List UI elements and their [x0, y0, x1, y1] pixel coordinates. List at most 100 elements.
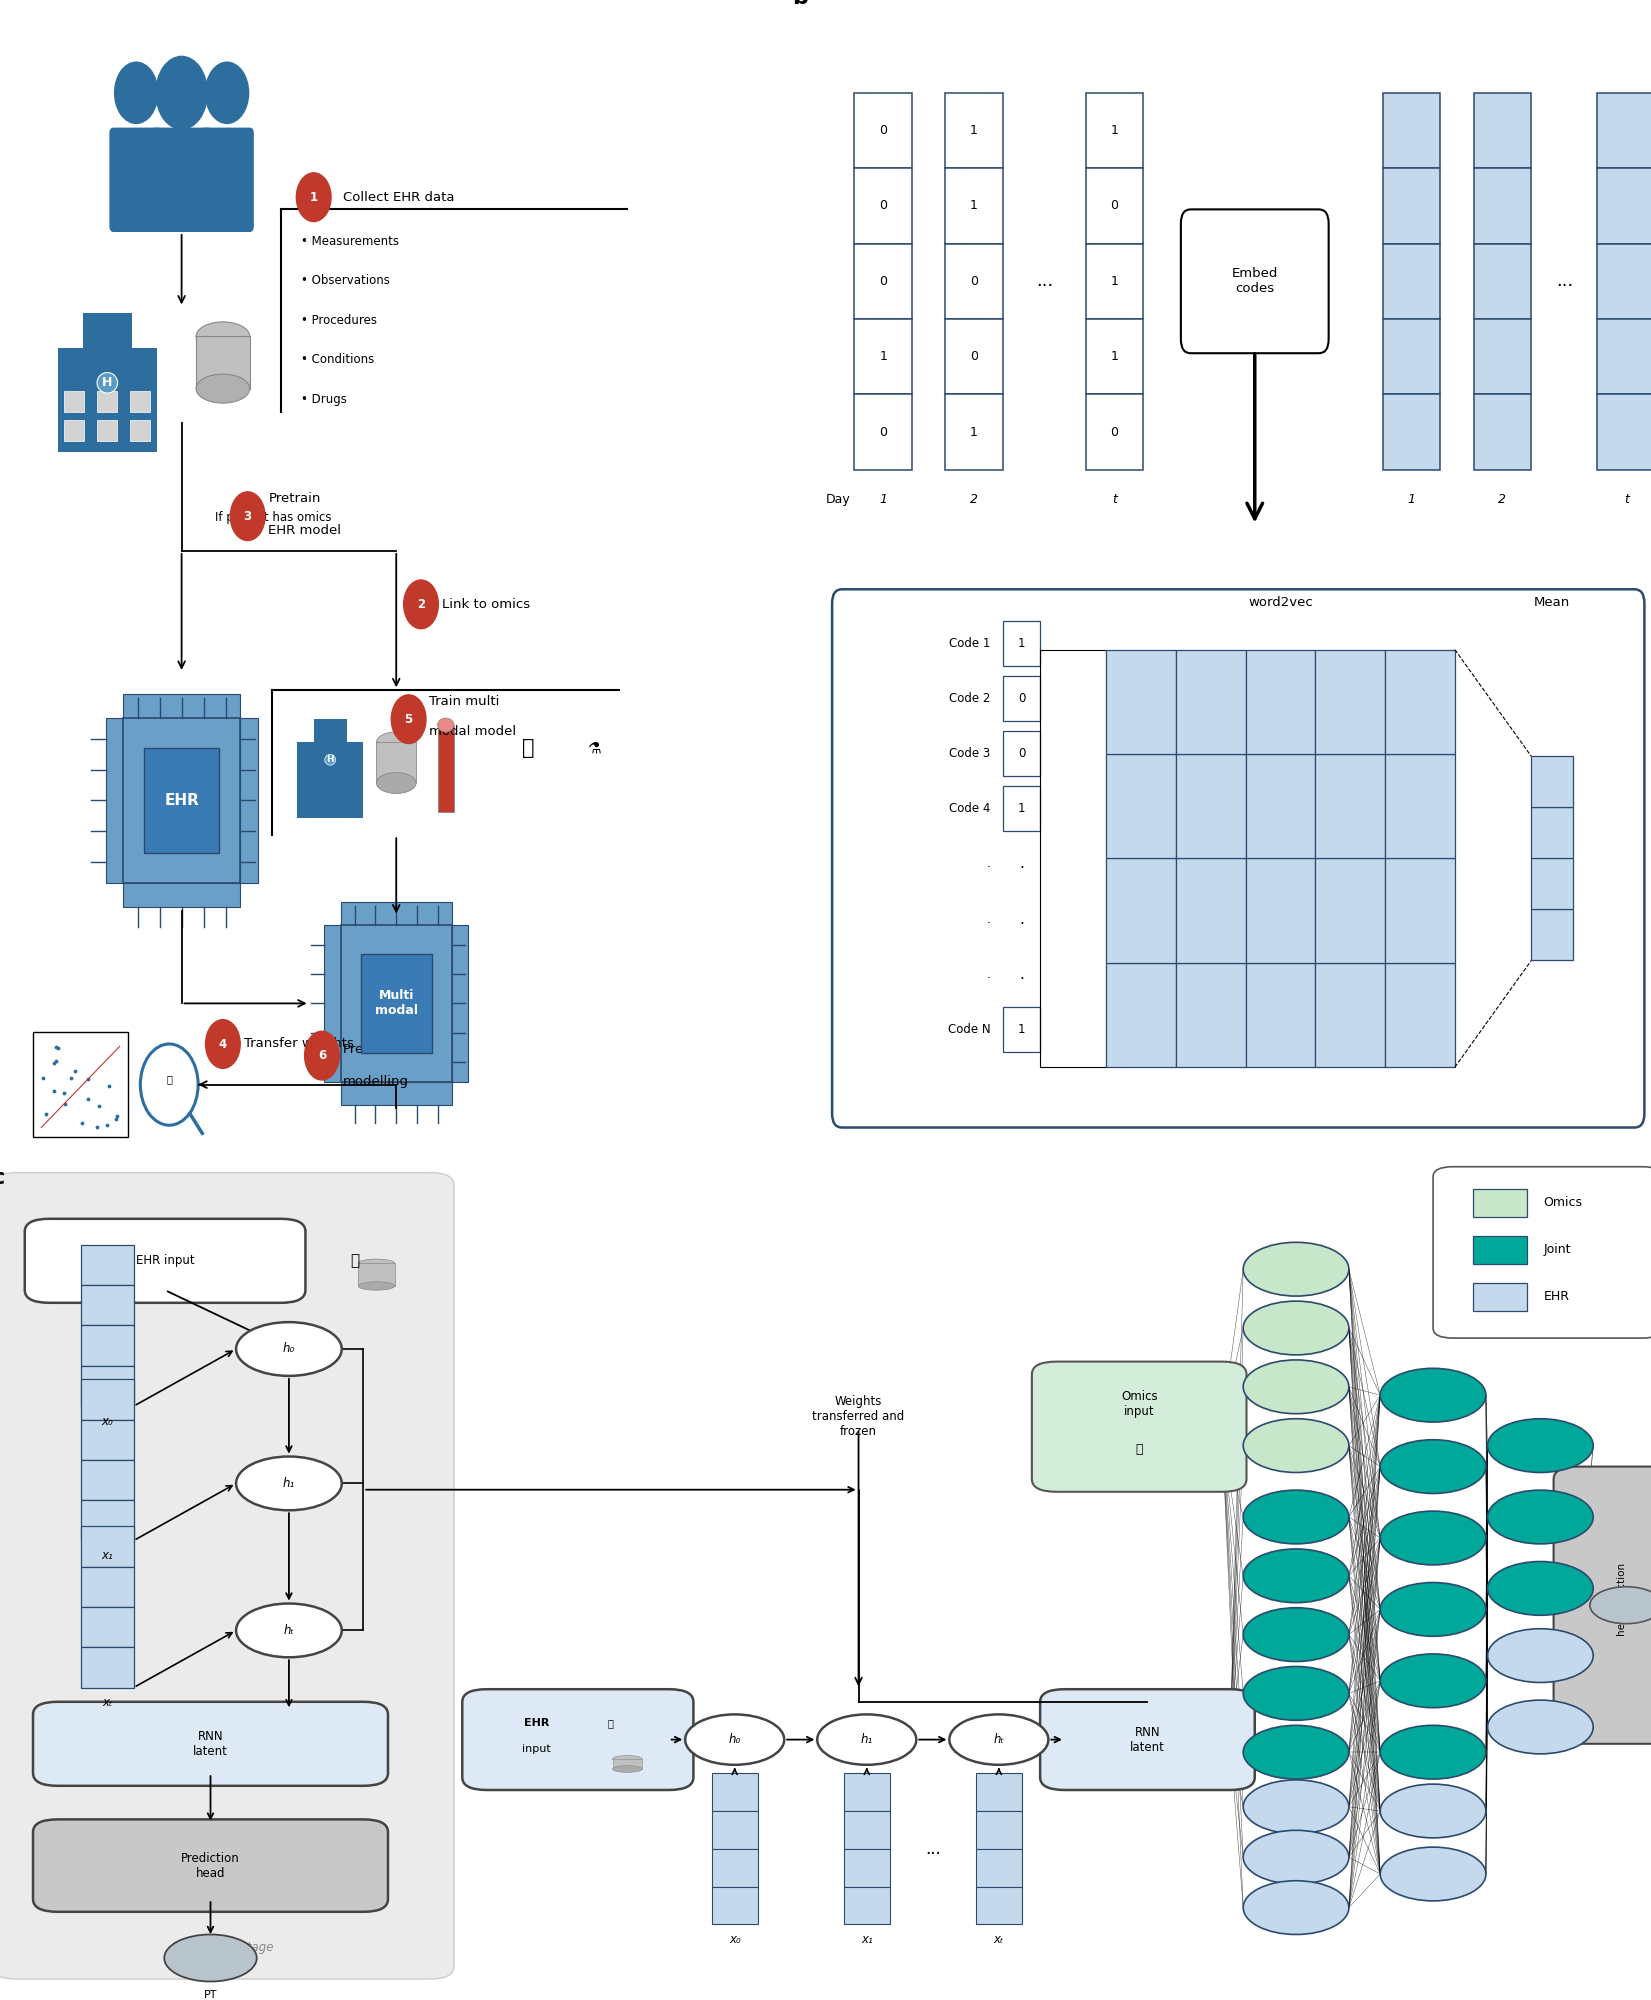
Text: 5: 5	[404, 712, 413, 726]
FancyBboxPatch shape	[1180, 210, 1329, 354]
Point	[63, 1056, 89, 1088]
Circle shape	[1380, 1512, 1486, 1564]
Text: 1: 1	[880, 350, 887, 364]
Bar	[1473, 244, 1532, 318]
Bar	[976, 1774, 1022, 1812]
Text: 1: 1	[310, 190, 317, 204]
Bar	[976, 1886, 1022, 1924]
Ellipse shape	[358, 1282, 395, 1290]
Bar	[1176, 858, 1245, 962]
Bar	[1245, 858, 1316, 962]
Bar	[1597, 92, 1651, 168]
Text: .: .	[1019, 856, 1024, 872]
Bar	[81, 1606, 134, 1648]
Text: hₜ: hₜ	[994, 1734, 1004, 1746]
Text: ...: ...	[1555, 272, 1573, 290]
Circle shape	[155, 56, 208, 130]
Text: Train multi: Train multi	[429, 694, 500, 708]
Bar	[1473, 92, 1532, 168]
Bar	[1002, 786, 1040, 832]
Bar	[196, 336, 249, 388]
Ellipse shape	[376, 732, 416, 752]
Point	[43, 1044, 69, 1076]
Text: Mean: Mean	[1534, 596, 1570, 608]
Circle shape	[1488, 1700, 1593, 1754]
Text: • Drugs: • Drugs	[300, 392, 347, 406]
Bar	[1085, 244, 1142, 318]
Bar	[1085, 168, 1142, 244]
Bar	[1245, 650, 1316, 754]
Bar	[1473, 1236, 1527, 1264]
Bar	[1597, 318, 1651, 394]
Bar	[1532, 808, 1572, 858]
Bar	[452, 926, 469, 1082]
Point	[96, 1070, 122, 1102]
Text: t: t	[1625, 492, 1628, 506]
Circle shape	[297, 172, 330, 222]
Bar	[1316, 650, 1385, 754]
Text: 4: 4	[220, 1038, 226, 1050]
Text: RNN
latent: RNN latent	[1129, 1726, 1166, 1754]
Bar	[438, 724, 454, 812]
Bar	[81, 1420, 134, 1460]
Circle shape	[1590, 1586, 1651, 1624]
Point	[69, 1106, 96, 1138]
Text: 1: 1	[971, 124, 977, 136]
Bar	[1085, 92, 1142, 168]
Point	[33, 1098, 59, 1130]
Text: Code 3: Code 3	[949, 748, 991, 760]
Bar	[1085, 318, 1142, 394]
Bar	[712, 1886, 758, 1924]
Text: head: head	[1616, 1608, 1626, 1636]
Text: 3: 3	[244, 510, 251, 522]
Bar	[1385, 754, 1455, 858]
Text: x₁: x₁	[860, 1932, 873, 1946]
Bar	[1002, 620, 1040, 666]
Point	[74, 1084, 101, 1116]
Text: input: input	[522, 1744, 551, 1754]
Bar	[944, 318, 1002, 394]
Point	[51, 1076, 78, 1108]
Circle shape	[1243, 1490, 1349, 1544]
Bar	[855, 244, 911, 318]
Point	[102, 1102, 129, 1134]
Text: 1: 1	[971, 200, 977, 212]
Bar	[81, 1366, 134, 1406]
Text: .: .	[1019, 966, 1024, 982]
FancyBboxPatch shape	[1554, 1466, 1651, 1744]
Circle shape	[1380, 1582, 1486, 1636]
FancyBboxPatch shape	[33, 1702, 388, 1786]
Bar	[122, 884, 241, 908]
FancyBboxPatch shape	[0, 1172, 454, 1980]
Circle shape	[1488, 1490, 1593, 1544]
Text: 0: 0	[971, 274, 977, 288]
Text: 1: 1	[1017, 638, 1025, 650]
Bar	[855, 318, 911, 394]
Text: EHR: EHR	[1544, 1290, 1570, 1304]
Bar	[122, 694, 241, 718]
Ellipse shape	[613, 1756, 642, 1762]
Ellipse shape	[196, 374, 249, 404]
Circle shape	[1243, 1780, 1349, 1834]
Text: Omics
input: Omics input	[1121, 1390, 1157, 1418]
Bar	[340, 902, 452, 926]
Text: 0: 0	[1111, 200, 1118, 212]
Bar	[1316, 962, 1385, 1068]
Circle shape	[1243, 1608, 1349, 1662]
Text: EHR model: EHR model	[267, 524, 342, 538]
Bar	[64, 390, 84, 412]
Text: Code N: Code N	[948, 1022, 991, 1036]
Text: 🏥: 🏥	[350, 1254, 360, 1268]
Bar	[1385, 962, 1455, 1068]
Point	[58, 1062, 84, 1094]
Bar	[712, 1848, 758, 1886]
Text: 0: 0	[1019, 692, 1025, 706]
FancyBboxPatch shape	[150, 128, 213, 232]
Text: 🏥: 🏥	[608, 1718, 614, 1728]
Text: modelling: modelling	[343, 1076, 408, 1088]
Circle shape	[685, 1714, 784, 1764]
Bar	[1085, 394, 1142, 470]
Bar	[976, 1848, 1022, 1886]
Circle shape	[1488, 1628, 1593, 1682]
FancyBboxPatch shape	[1032, 1362, 1247, 1492]
